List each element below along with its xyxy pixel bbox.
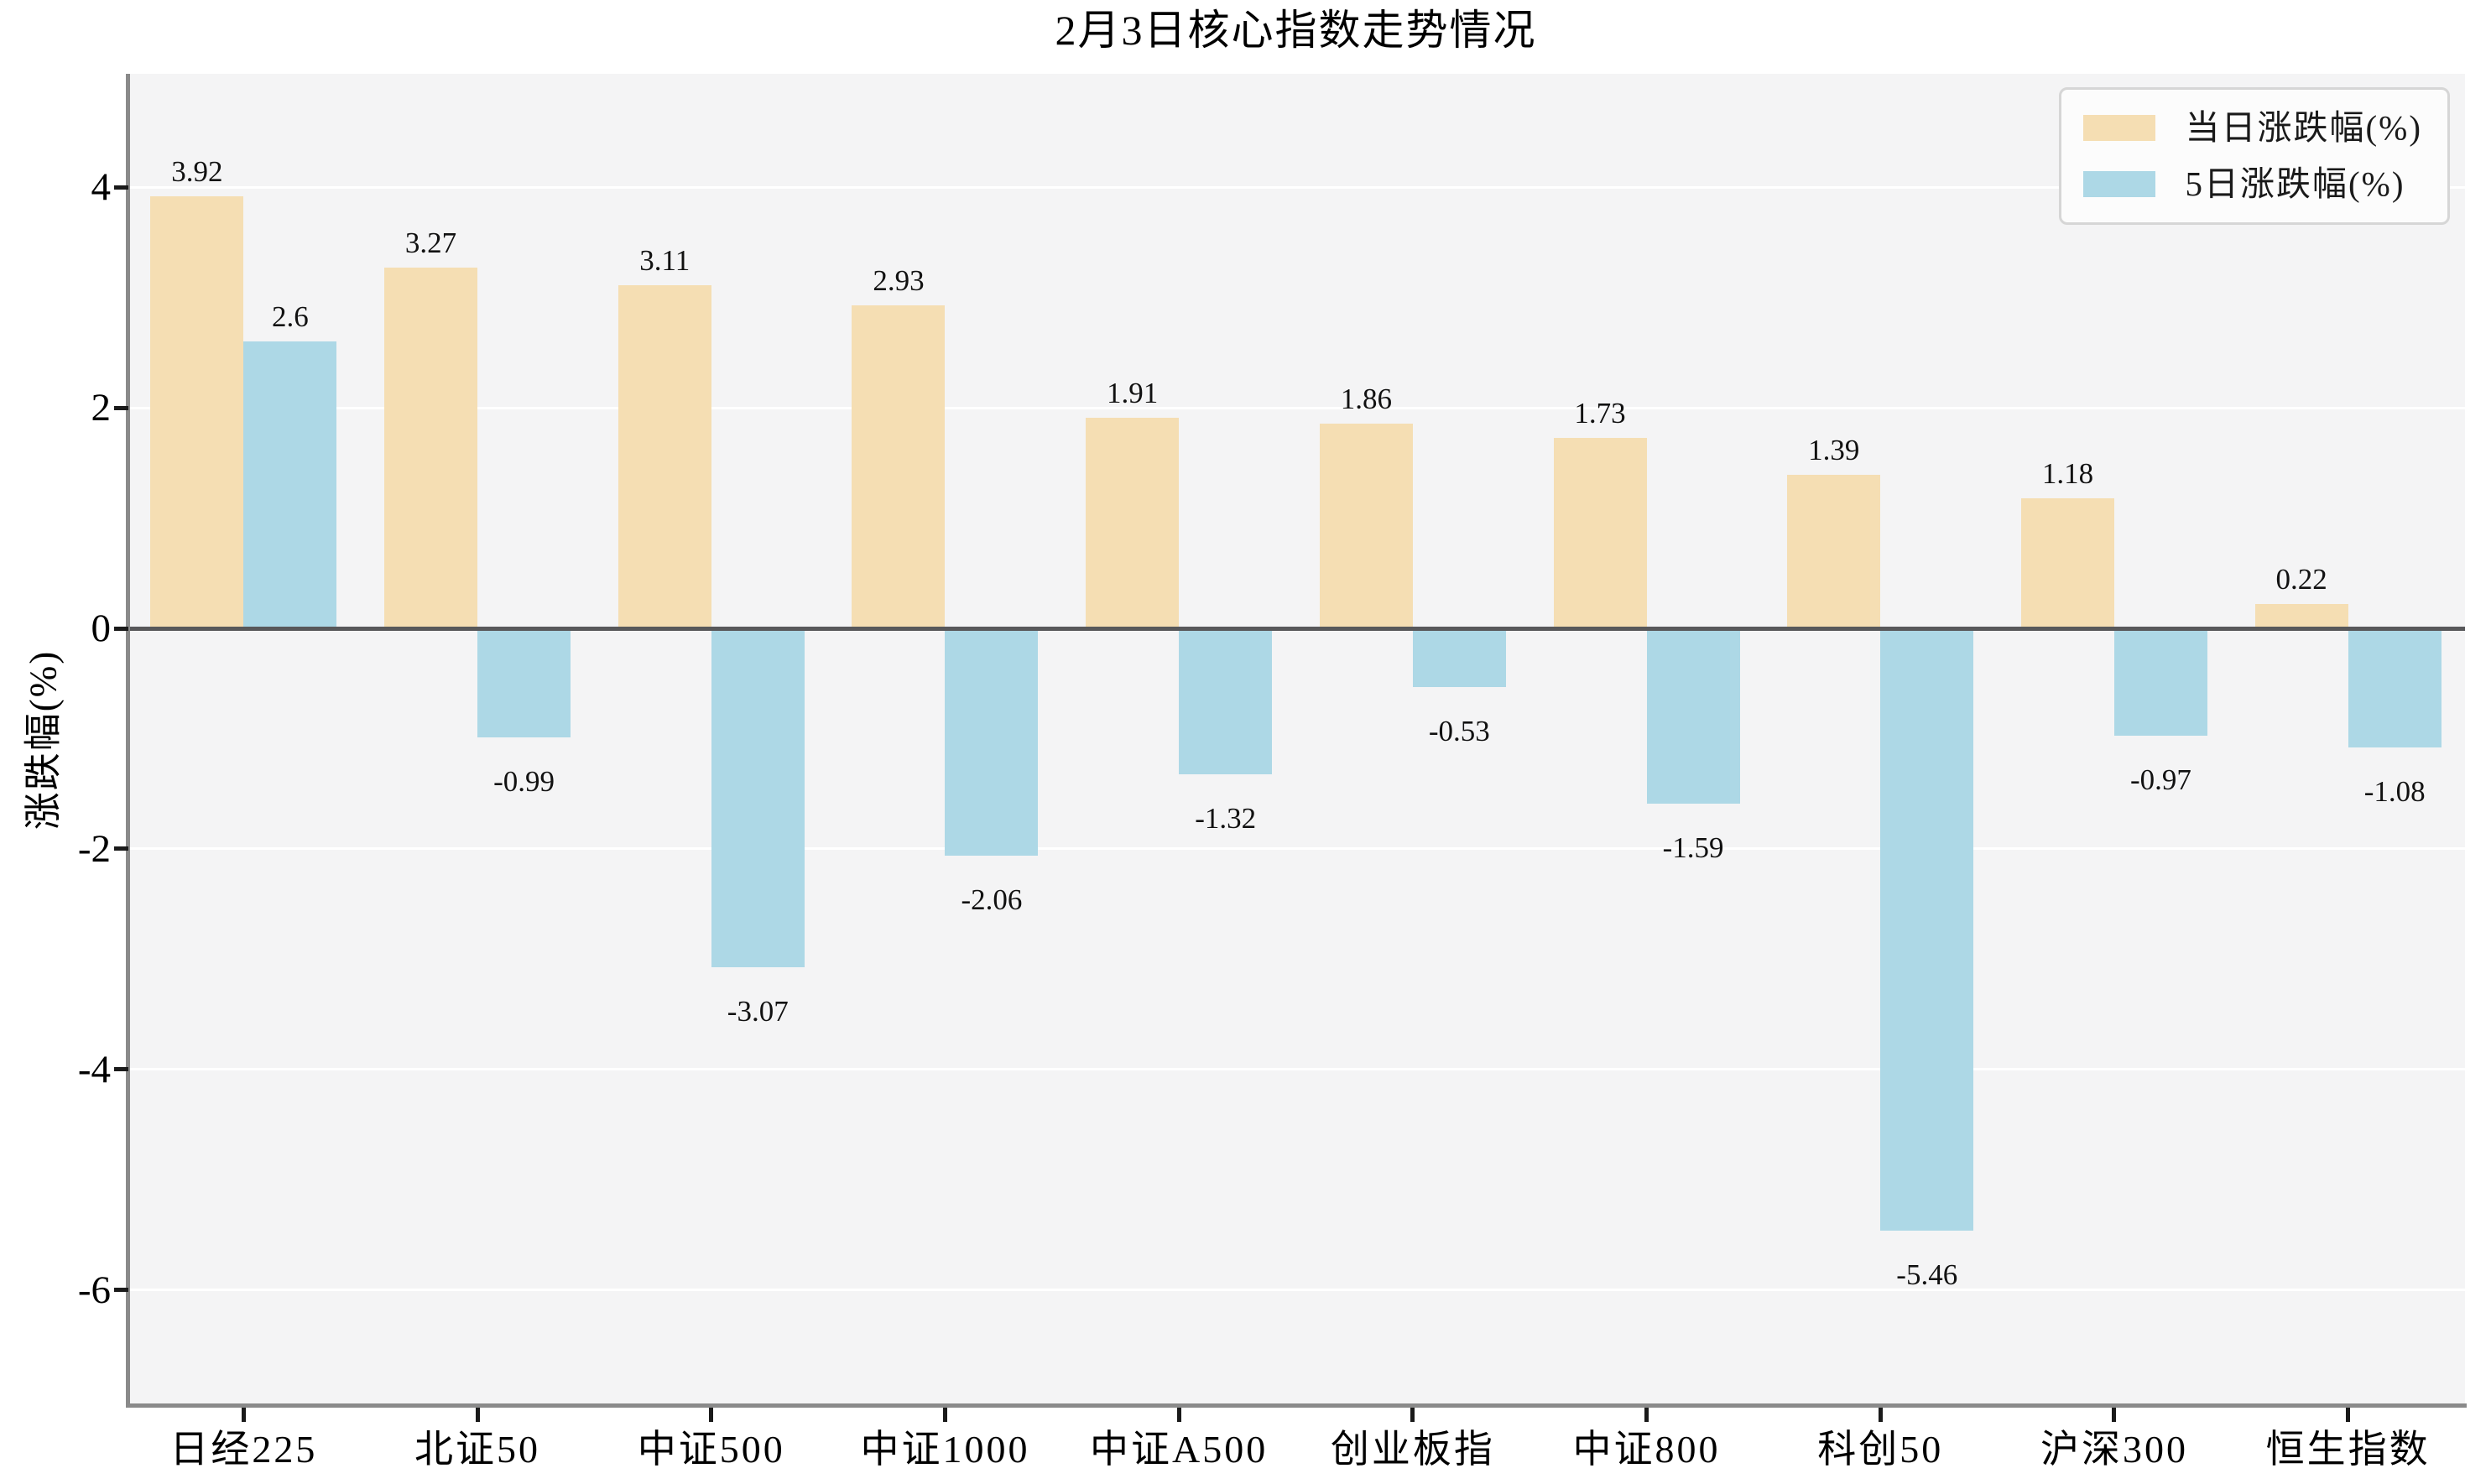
bar-value-label: 1.18 xyxy=(2041,457,2094,490)
bar-daily-0 xyxy=(150,195,244,629)
bar-value-label: 3.11 xyxy=(639,244,690,278)
bar-daily-2 xyxy=(618,285,711,629)
y-tick-mark xyxy=(114,1067,128,1072)
x-tick-label-7: 科创50 xyxy=(1817,1428,1944,1471)
bar-daily-8 xyxy=(2020,497,2114,629)
bar-5day-0 xyxy=(243,341,337,629)
x-tick-label-4: 中证A500 xyxy=(1090,1428,1269,1471)
y-axis-spine xyxy=(126,74,130,1408)
bar-value-label: 2.93 xyxy=(873,264,925,297)
legend-entry-0: 当日涨跌幅(%) xyxy=(2082,108,2422,148)
bar-value-label: 2.6 xyxy=(271,300,309,334)
legend-entry-1: 5日涨跌幅(%) xyxy=(2082,164,2422,204)
bar-value-label: -0.99 xyxy=(493,765,555,799)
bar-5day-9 xyxy=(2348,628,2441,747)
bar-daily-5 xyxy=(1319,423,1413,629)
x-tick-label-8: 沪深300 xyxy=(2040,1428,2188,1471)
y-tick-label: -4 xyxy=(77,1047,111,1091)
x-tick-mark xyxy=(1176,1408,1181,1422)
y-tick-label: 4 xyxy=(91,165,112,210)
x-tick-mark xyxy=(475,1408,480,1422)
y-tick-label: -6 xyxy=(77,1268,111,1312)
bar-value-label: -1.32 xyxy=(1195,801,1257,835)
bar-daily-6 xyxy=(1553,437,1647,629)
bar-5day-1 xyxy=(477,628,571,738)
legend-label: 5日涨跌幅(%) xyxy=(2185,164,2405,204)
bar-5day-8 xyxy=(2113,628,2207,736)
bar-value-label: 1.86 xyxy=(1340,382,1392,415)
x-tick-label-0: 日经225 xyxy=(169,1428,318,1471)
bar-daily-9 xyxy=(2254,604,2348,629)
y-tick-label: -2 xyxy=(77,826,111,871)
x-tick-mark xyxy=(1878,1408,1883,1422)
gridline xyxy=(127,185,2465,189)
bar-value-label: 3.27 xyxy=(404,227,457,260)
x-tick-label-3: 中证1000 xyxy=(860,1428,1030,1471)
y-axis-label: 涨跌幅(%) xyxy=(22,649,65,831)
gridline xyxy=(127,406,2465,409)
bar-value-label: -0.97 xyxy=(2129,763,2191,796)
y-tick-mark xyxy=(114,185,128,190)
x-tick-mark xyxy=(2346,1408,2351,1422)
bar-5day-2 xyxy=(711,628,805,967)
bar-5day-7 xyxy=(1880,628,1974,1231)
legend-label: 当日涨跌幅(%) xyxy=(2185,108,2422,147)
x-tick-mark xyxy=(1644,1408,1649,1422)
x-tick-mark xyxy=(942,1408,947,1422)
x-tick-label-1: 北证50 xyxy=(414,1428,541,1471)
bar-value-label: -5.46 xyxy=(1896,1257,1958,1291)
legend-swatch xyxy=(2082,115,2155,142)
x-tick-mark xyxy=(709,1408,714,1422)
gridline xyxy=(127,847,2465,851)
zero-line xyxy=(127,626,2465,631)
y-tick-label: 0 xyxy=(91,607,112,651)
bar-daily-7 xyxy=(1787,475,1881,629)
legend: 当日涨跌幅(%) 5日涨跌幅(%) xyxy=(2058,87,2450,226)
bar-value-label: -0.53 xyxy=(1428,714,1490,747)
x-tick-mark xyxy=(241,1408,246,1422)
bar-value-label: -1.59 xyxy=(1662,831,1724,865)
bar-value-label: 3.92 xyxy=(171,154,223,188)
bar-5day-6 xyxy=(1646,628,1740,804)
bar-5day-4 xyxy=(1179,628,1273,774)
x-tick-mark xyxy=(2112,1408,2117,1422)
x-tick-label-2: 中证500 xyxy=(637,1428,785,1471)
bar-5day-3 xyxy=(945,628,1039,856)
gridline xyxy=(127,1068,2465,1071)
bar-daily-3 xyxy=(852,305,946,629)
y-tick-mark xyxy=(114,626,128,631)
x-axis-spine xyxy=(126,1403,2467,1408)
bar-daily-4 xyxy=(1086,418,1180,629)
x-tick-label-6: 中证800 xyxy=(1572,1428,1721,1471)
bar-value-label: -2.06 xyxy=(961,883,1023,916)
gridline xyxy=(127,1289,2465,1292)
y-tick-label: 2 xyxy=(91,386,112,430)
bar-value-label: 1.39 xyxy=(1808,434,1860,467)
legend-swatch xyxy=(2082,171,2155,198)
bar-value-label: 1.91 xyxy=(1107,377,1159,410)
bar-value-label: 0.22 xyxy=(2275,563,2327,596)
bar-daily-1 xyxy=(384,268,478,629)
plot-area: 3.92 3.27 3.11 2.93 1.91 1.86 1.73 1.39 1.18 0.22… xyxy=(127,74,2465,1403)
bar-value-label: 1.73 xyxy=(1574,396,1626,430)
chart-title: 2月3日核心指数走势情况 xyxy=(1055,7,1537,54)
y-tick-mark xyxy=(114,1288,128,1293)
x-tick-label-5: 创业板指 xyxy=(1330,1428,1495,1471)
bar-value-label: -3.07 xyxy=(727,994,789,1028)
y-tick-mark xyxy=(114,846,128,851)
x-tick-label-9: 恒生指数 xyxy=(2265,1428,2431,1471)
x-tick-mark xyxy=(1410,1408,1415,1422)
bar-5day-5 xyxy=(1412,628,1506,687)
bar-value-label: -1.08 xyxy=(2363,775,2426,808)
y-tick-mark xyxy=(114,405,128,410)
